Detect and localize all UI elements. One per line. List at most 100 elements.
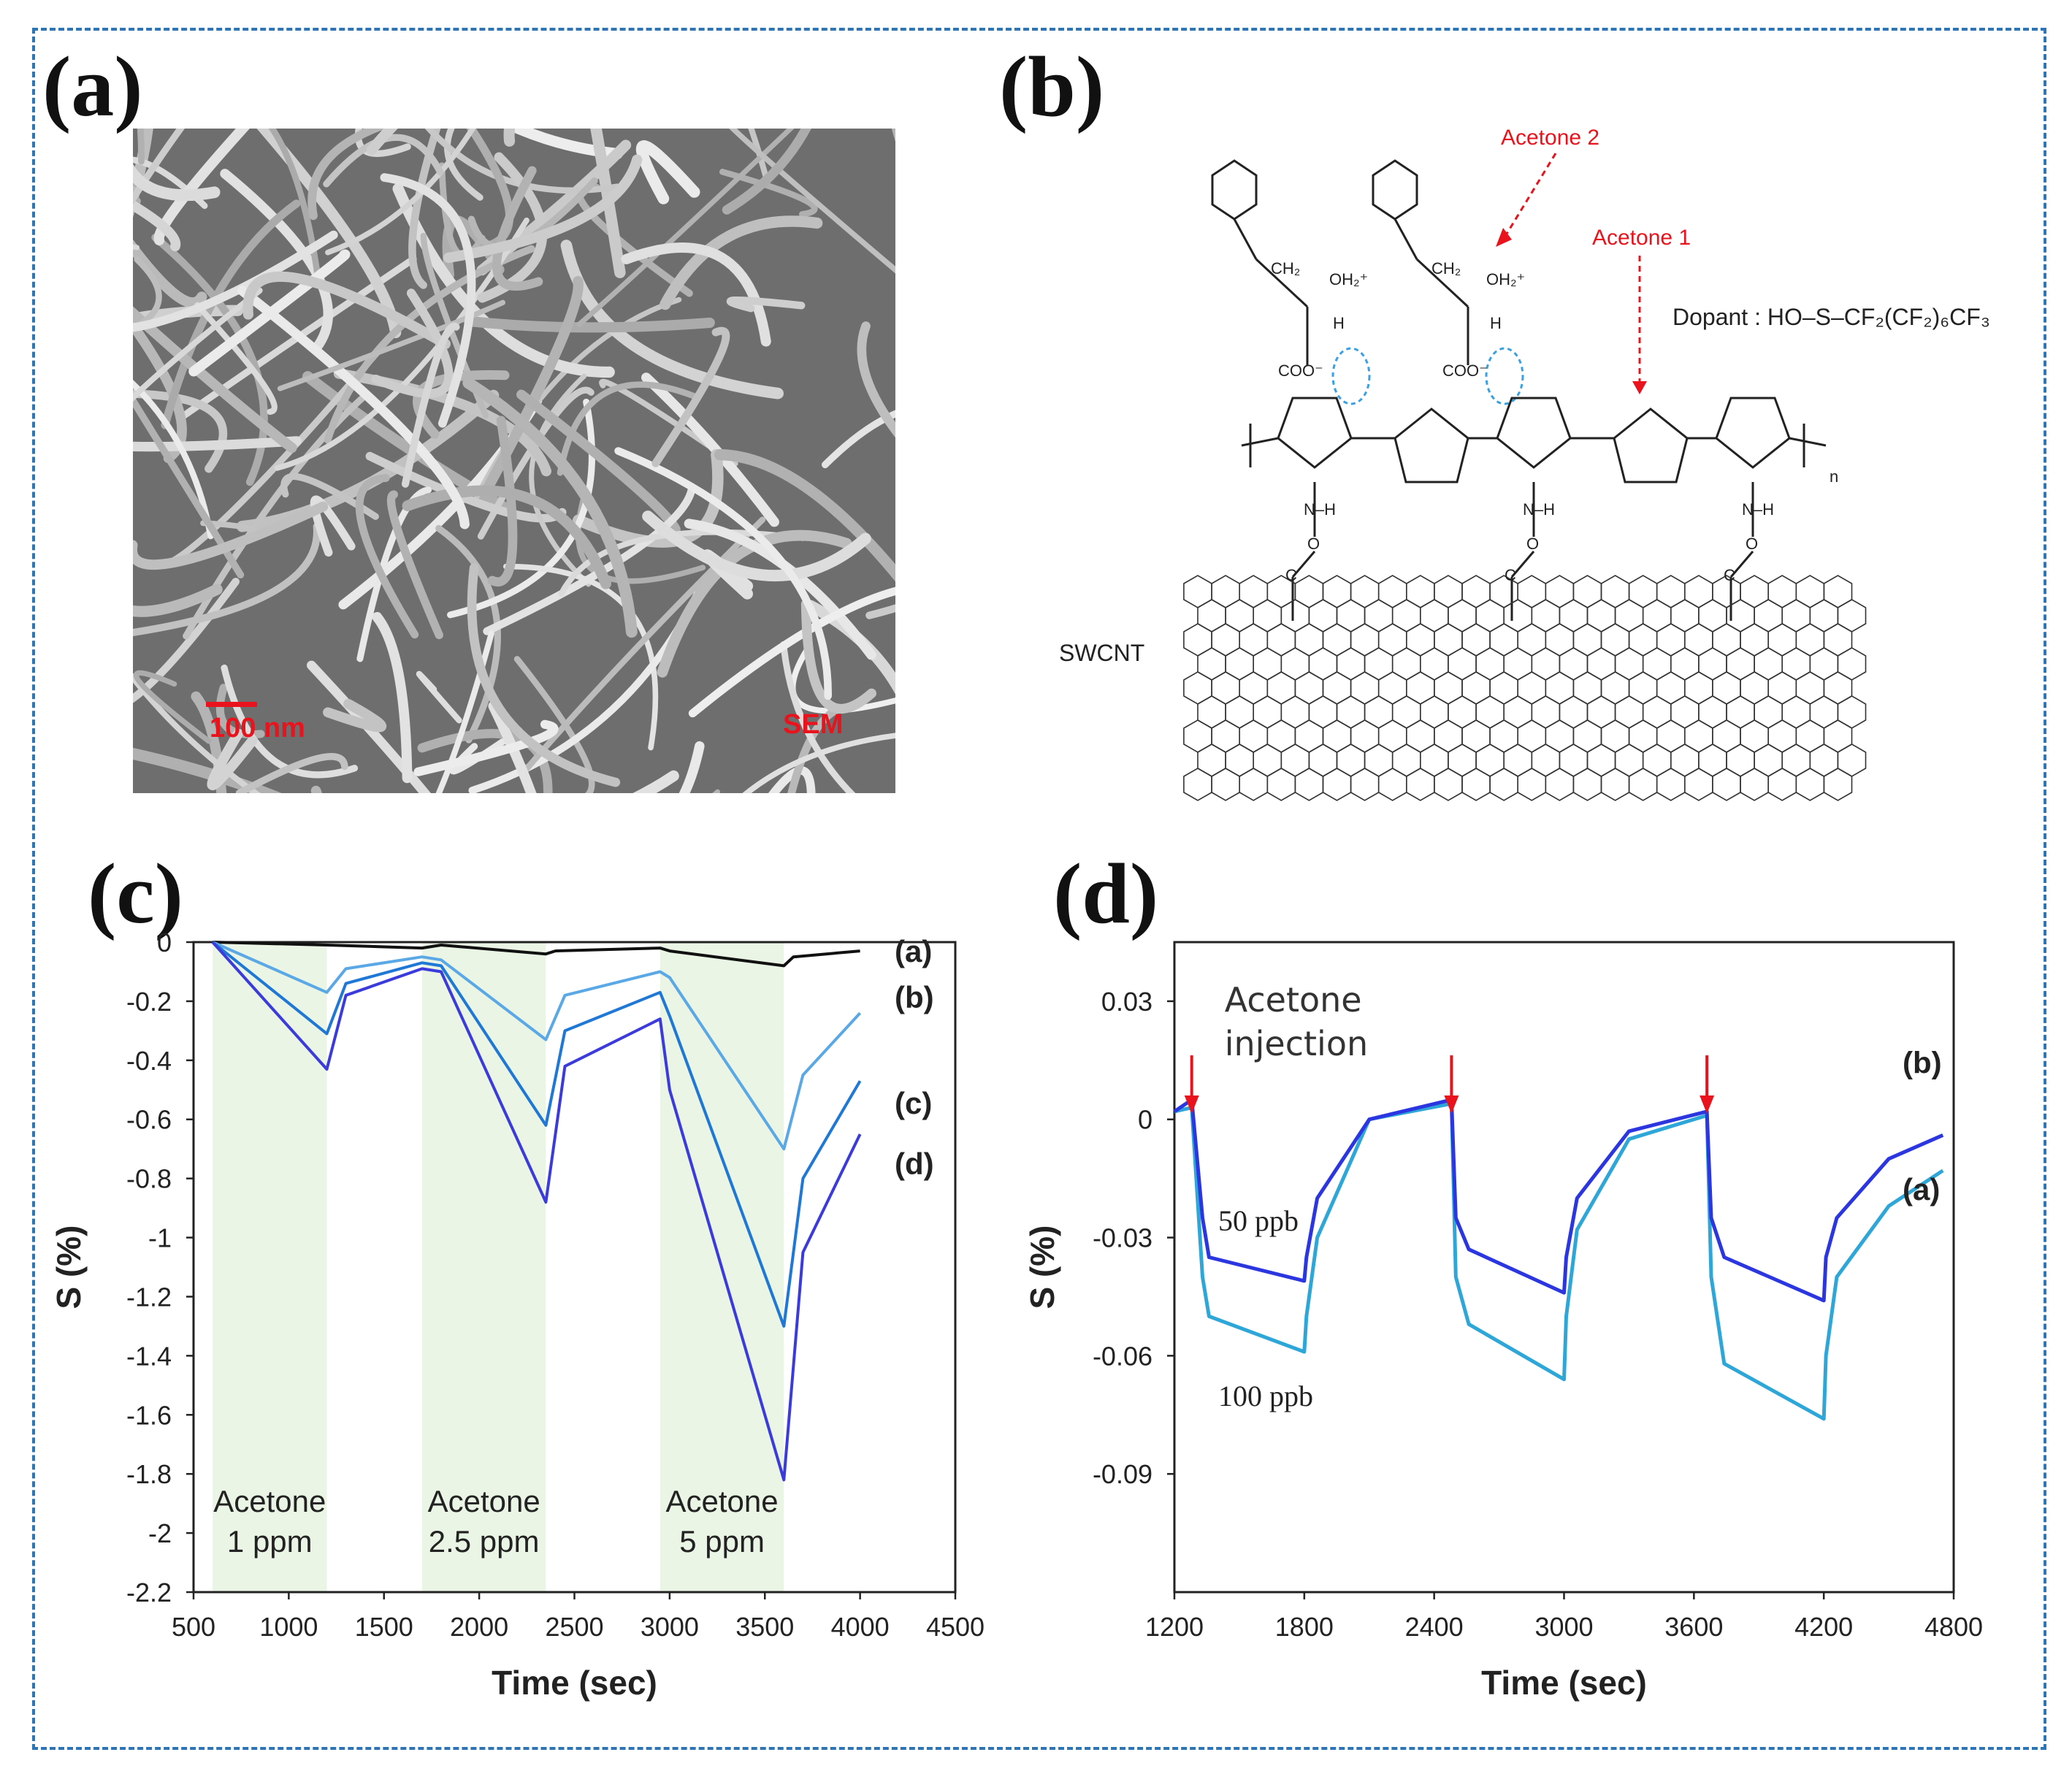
nh-label-3: N–H bbox=[1742, 500, 1774, 519]
sem-fiber bbox=[151, 233, 268, 486]
y-tick-label: 0 bbox=[157, 928, 172, 957]
sem-fibers bbox=[133, 129, 895, 793]
series-line bbox=[213, 941, 860, 968]
sem-fiber bbox=[207, 728, 258, 791]
x-tick-label: 1500 bbox=[355, 1612, 413, 1642]
x-tick-label: 3600 bbox=[1664, 1612, 1723, 1642]
sem-fiber bbox=[722, 129, 811, 215]
y-tick-label: -0.03 bbox=[1093, 1223, 1152, 1253]
sem-fiber bbox=[413, 719, 559, 776]
sem-fiber bbox=[857, 321, 895, 438]
sem-fiber bbox=[133, 239, 207, 308]
sem-fiber bbox=[642, 510, 871, 582]
pyrrole-ring-4 bbox=[1613, 408, 1689, 483]
c-label-2: C bbox=[1505, 566, 1516, 584]
sem-fiber bbox=[729, 129, 895, 274]
chemical-structure: Acetone 2 Acetone 1 Dopant : HO–S–CF₂(CF… bbox=[1059, 126, 1990, 801]
sem-fiber bbox=[464, 316, 715, 333]
sem-fiber bbox=[714, 448, 895, 582]
sem-fiber bbox=[133, 673, 261, 793]
sem-fiber bbox=[221, 664, 359, 779]
series-label: (a) bbox=[1903, 1172, 1940, 1207]
sem-fiber bbox=[133, 129, 186, 205]
sem-fiber bbox=[164, 343, 386, 567]
x-tick-label: 4800 bbox=[1924, 1612, 1983, 1642]
acetone-1-label: Acetone 1 bbox=[1592, 226, 1691, 250]
x-tick-label: 3000 bbox=[641, 1612, 699, 1642]
sem-fiber bbox=[133, 436, 302, 452]
sem-fiber bbox=[780, 640, 856, 793]
sem-fiber bbox=[307, 660, 431, 793]
sem-fiber bbox=[401, 322, 460, 488]
series-line bbox=[211, 941, 862, 1328]
sem-fiber bbox=[443, 154, 643, 263]
pyrrole-ring-2 bbox=[1394, 408, 1469, 483]
x-tick-label: 1000 bbox=[259, 1612, 318, 1642]
series-label: (a) bbox=[895, 934, 932, 968]
sem-fiber bbox=[133, 163, 221, 202]
panel-a-label: (a) bbox=[42, 39, 143, 134]
sem-fiber bbox=[194, 302, 278, 415]
sem-mode-label: SEM bbox=[783, 709, 844, 740]
y-tick-label: -1.2 bbox=[126, 1282, 172, 1312]
y-tick-label: -0.8 bbox=[126, 1164, 172, 1194]
sem-fiber bbox=[590, 129, 626, 278]
sem-fiber bbox=[576, 129, 795, 327]
y-tick-label: -2 bbox=[148, 1518, 172, 1548]
o-label-3: O bbox=[1746, 535, 1758, 553]
sem-fiber bbox=[573, 448, 724, 548]
exposure-label: Acetone bbox=[428, 1484, 540, 1518]
swcnt-lattice bbox=[1183, 575, 1867, 801]
ch2-label-2: CH₂ bbox=[1431, 259, 1461, 278]
x-tick-label: 1800 bbox=[1275, 1612, 1334, 1642]
sem-fiber bbox=[790, 647, 895, 714]
pyrrole-ring-3 bbox=[1496, 397, 1572, 469]
sem-fiber bbox=[237, 286, 470, 529]
o-label-1: O bbox=[1307, 535, 1320, 553]
y-tick-label: -0.6 bbox=[126, 1105, 172, 1135]
x-tick-label: 2500 bbox=[545, 1612, 603, 1642]
sem-fiber bbox=[277, 299, 505, 391]
y-tick-label: -0.4 bbox=[126, 1046, 172, 1076]
y-tick-label: -1.6 bbox=[126, 1400, 172, 1430]
o-label-2: O bbox=[1526, 535, 1539, 553]
sem-fiber bbox=[133, 747, 282, 793]
sem-fiber bbox=[133, 230, 338, 332]
sem-fiber bbox=[133, 380, 214, 540]
exposure-concentration: 2.5 ppm bbox=[429, 1524, 540, 1559]
x-tick-label: 1200 bbox=[1145, 1612, 1204, 1642]
scale-bar-label: 100 nm bbox=[210, 713, 305, 743]
exposure-window bbox=[213, 942, 327, 1592]
sem-fiber bbox=[133, 389, 228, 473]
y-axis-label: S (%) bbox=[1023, 1225, 1061, 1309]
x-axis-label: Time (sec) bbox=[492, 1664, 657, 1702]
sem-fiber bbox=[133, 584, 223, 617]
sem-fiber bbox=[307, 129, 387, 221]
sem-fiber bbox=[482, 275, 584, 494]
injection-arrow-head bbox=[1184, 1095, 1199, 1114]
sem-fiber bbox=[742, 733, 895, 793]
sem-fiber bbox=[521, 516, 766, 775]
exposure-window bbox=[421, 942, 546, 1592]
series-concentration-label: 50 ppb bbox=[1218, 1204, 1299, 1237]
panel-d-label: (d) bbox=[1053, 846, 1159, 941]
sem-fiber bbox=[660, 215, 823, 310]
sem-fiber bbox=[435, 524, 501, 743]
sem-fiber bbox=[424, 129, 621, 194]
sem-fiber bbox=[688, 586, 895, 718]
panel-b-label: (b) bbox=[999, 39, 1105, 134]
y-tick-label: -0.09 bbox=[1093, 1459, 1152, 1489]
sem-fiber bbox=[268, 129, 321, 279]
series-label: (d) bbox=[895, 1147, 934, 1181]
sem-fiber bbox=[467, 563, 621, 787]
coo-label-2: COO⁻ bbox=[1442, 362, 1488, 380]
sem-fiber bbox=[505, 129, 623, 159]
sem-fiber bbox=[133, 394, 245, 579]
sem-fiber bbox=[821, 410, 895, 469]
series-label: (b) bbox=[895, 980, 934, 1014]
x-tick-label: 3000 bbox=[1534, 1612, 1593, 1642]
sem-fiber bbox=[161, 199, 301, 429]
sem-fiber bbox=[787, 705, 844, 793]
scale-bar bbox=[206, 702, 257, 707]
sem-fiber bbox=[719, 169, 818, 218]
